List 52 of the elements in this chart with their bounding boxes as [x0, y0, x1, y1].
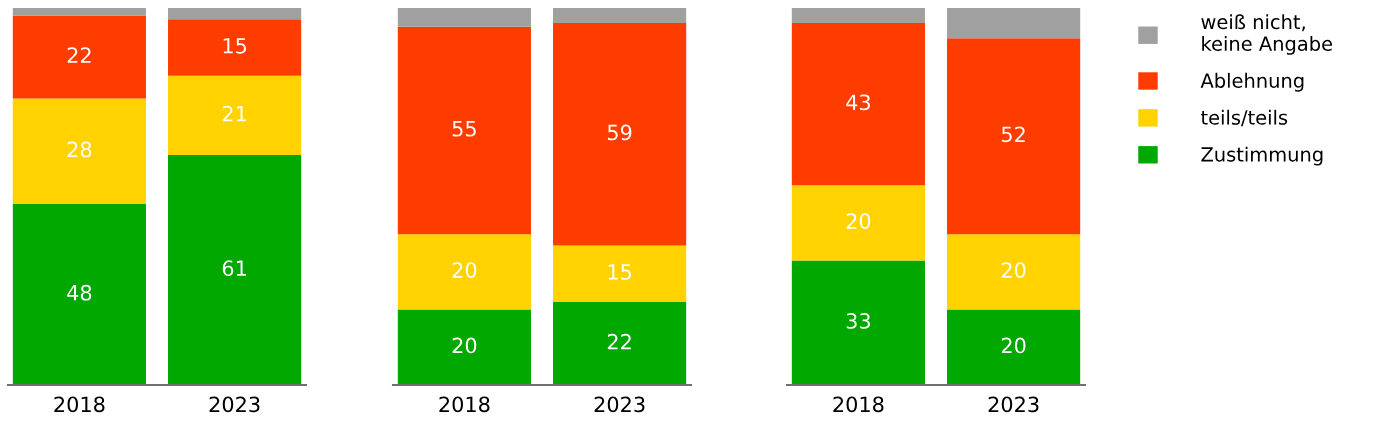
bar — [397, 309, 531, 385]
x-tick-label: 2023 — [209, 396, 260, 413]
bar — [947, 309, 1081, 385]
bar — [553, 23, 687, 246]
data-label: 22 — [607, 333, 631, 350]
x-tick-label: 2018 — [439, 396, 490, 413]
data-label: 20 — [846, 213, 871, 229]
legend-label: weiß nicht, keine Angabe — [1201, 14, 1333, 55]
data-label: 55 — [452, 121, 476, 137]
data-label: 20 — [1001, 337, 1026, 354]
data-label: 61 — [222, 260, 246, 277]
bar — [168, 75, 302, 156]
data-label: 33 — [846, 313, 870, 329]
data-label: 15 — [223, 38, 247, 54]
bar — [553, 302, 687, 385]
bar — [397, 234, 531, 310]
bar — [397, 8, 531, 27]
bar — [553, 8, 687, 24]
data-label: 28 — [67, 141, 92, 158]
bar — [12, 15, 146, 99]
legend-label: teils/teils — [1201, 109, 1288, 127]
data-label: 20 — [1001, 262, 1026, 278]
data-label: 22 — [67, 47, 91, 63]
bar — [947, 234, 1081, 310]
bar — [791, 23, 925, 186]
data-label: 43 — [846, 94, 870, 111]
legend-label: Ablehnung — [1200, 72, 1304, 92]
data-label: 20 — [452, 262, 477, 278]
x-tick-label: 2018 — [833, 396, 884, 413]
data-label: 20 — [452, 337, 477, 354]
data-label: 15 — [608, 264, 632, 280]
x-tick-label: 2023 — [988, 396, 1039, 413]
bar — [168, 155, 302, 385]
data-label: 59 — [607, 124, 632, 141]
data-label: 52 — [1001, 126, 1025, 143]
bar — [12, 98, 146, 205]
bar — [947, 8, 1081, 39]
legend-label: Zustimmung — [1201, 146, 1323, 166]
bar — [553, 245, 687, 303]
bar — [12, 8, 146, 16]
bar — [791, 185, 925, 261]
bar — [12, 204, 146, 385]
bar — [397, 26, 531, 235]
data-label: 48 — [67, 284, 92, 301]
x-tick-label: 2018 — [54, 396, 105, 413]
bar — [947, 38, 1081, 235]
bar — [791, 260, 925, 385]
bar — [168, 8, 302, 20]
x-tick-label: 2023 — [594, 396, 645, 413]
data-label: 21 — [222, 105, 246, 122]
bar — [168, 19, 302, 76]
bar — [791, 8, 925, 24]
